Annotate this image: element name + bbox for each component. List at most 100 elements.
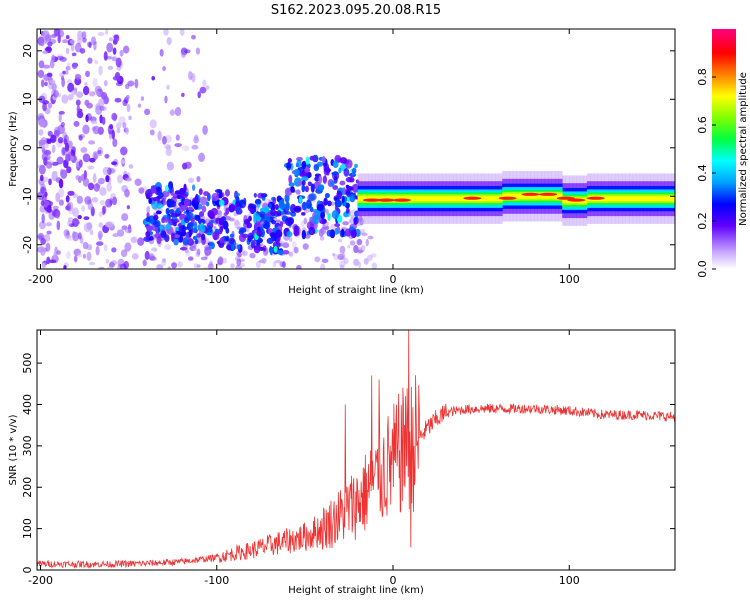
spectrogram-cell: [83, 216, 90, 221]
spectrogram-cell: [611, 196, 616, 202]
spectrogram-cell: [165, 207, 170, 215]
spectrogram-cell: [191, 34, 196, 40]
spectrogram-cell: [269, 246, 273, 256]
spectrogram-cell: [137, 237, 145, 246]
spectrogram-cell: [167, 266, 172, 269]
spectrogram-cell: [274, 259, 281, 264]
spectrogram-cell: [163, 29, 169, 36]
spectrogram-cell: [339, 180, 346, 186]
spectrogram-cell: [130, 236, 138, 244]
spectrogram-cell: [114, 72, 121, 80]
spectrogram-cell: [62, 131, 68, 140]
spectrogram-cell: [331, 209, 339, 220]
spectrogram-cell: [181, 52, 186, 59]
spectrogram-cell: [339, 256, 343, 260]
spectrogram-cell: [667, 196, 672, 202]
spectrogram-cell: [123, 260, 130, 269]
spectrogram-cell: [81, 205, 85, 212]
spectrogram-cell: [367, 235, 374, 240]
spectrogram-cell: [184, 249, 190, 254]
spectrogram-cell: [199, 196, 208, 206]
spectrogram-cell: [625, 196, 630, 202]
spectrogram-cell: [239, 227, 247, 233]
spectrogram-cell: [166, 223, 171, 230]
spectrogram-cell: [288, 174, 293, 184]
spectrogram-cell: [121, 184, 128, 193]
spectrogram-cell: [586, 196, 605, 200]
spectrogram-cell: [149, 119, 157, 129]
colorbar-tick-label: 0.8: [696, 68, 709, 86]
spectrogram-cell: [40, 41, 45, 47]
spectrogram-cell: [350, 229, 357, 239]
x-tick-label: 0: [390, 273, 397, 286]
spectrogram-cell: [116, 127, 121, 134]
spectrogram-cell: [37, 69, 45, 78]
spectrogram-cell: [296, 159, 302, 168]
spectrogram-cell: [207, 262, 214, 269]
spectrogram-cell: [314, 256, 321, 263]
spectrogram-cell: [222, 220, 229, 230]
spectrogram-cell: [203, 191, 210, 197]
spectrogram-cell: [56, 55, 64, 61]
spectrogram-cell: [77, 252, 83, 258]
spectrogram-cell: [209, 219, 215, 224]
spectrogram-cell: [107, 65, 114, 70]
spectrogram-cell: [341, 228, 345, 237]
spectrogram-cell: [343, 168, 350, 177]
spectrogram-cell: [301, 180, 306, 186]
spectrogram-cell: [58, 178, 64, 189]
spectrogram-cell: [112, 138, 118, 148]
y-tick-label: 500: [21, 353, 34, 374]
colorbar-gradient: [712, 29, 736, 269]
spectrogram-cell: [159, 48, 164, 57]
spectrogram-cell: [77, 36, 82, 45]
spectrogram-cell: [62, 39, 68, 44]
spectrogram-cell: [125, 95, 130, 100]
spectrogram-cell: [171, 232, 175, 242]
spectrogram-cell: [100, 92, 108, 100]
spectrogram-cell: [235, 256, 239, 261]
spectrogram-cell: [345, 184, 350, 189]
spectrogram-cell: [463, 196, 482, 200]
spectrogram-cell: [194, 134, 199, 141]
spectrogram-cell: [331, 171, 339, 176]
spectrogram-cell: [113, 34, 120, 39]
spectrogram-cell: [218, 217, 224, 226]
spectrogram-cell: [428, 196, 433, 202]
spectrogram-cell: [247, 232, 254, 242]
spectrogram-cell: [158, 192, 164, 198]
spectrogram-cell: [567, 198, 586, 202]
spectrogram-cell: [270, 207, 276, 217]
spectrogram-cell: [197, 91, 201, 99]
spectrogram-cell: [208, 241, 215, 250]
spectrogram-cell: [43, 176, 49, 182]
spectrogram-cell: [87, 165, 95, 170]
spectrogram-cell: [278, 199, 285, 208]
spectrogram-cell: [47, 41, 53, 47]
spectrogram-cell: [103, 51, 108, 61]
spectrogram-cell: [178, 225, 183, 232]
spectrogram-cell: [172, 221, 177, 227]
x-tick-label: -200: [28, 273, 53, 286]
spectrogram-cell: [276, 210, 282, 217]
spectrogram-cell: [643, 196, 648, 202]
spectrogram-cell: [183, 198, 191, 207]
spectrogram-cell: [43, 74, 50, 81]
snr-panel: -200 -100 0 100 0 100 200 300 400 500 Height of …: [8, 329, 676, 596]
spectrogram-cell: [166, 36, 172, 46]
spectrogram-cell: [222, 257, 228, 264]
spectrogram-cell: [122, 122, 127, 129]
spectrogram-cell: [229, 203, 236, 212]
spectrogram-cell: [332, 185, 339, 190]
spectrogram-cell: [78, 135, 83, 141]
spectrogram-cell: [46, 204, 52, 213]
spectrogram-cell: [56, 250, 61, 255]
snr-frame: [36, 329, 676, 571]
spectrogram-cell: [308, 193, 317, 201]
spectrogram-cell: [229, 233, 235, 238]
spectrogram-cell: [53, 29, 60, 37]
spectrogram-cell: [332, 160, 339, 169]
spectrogram-cell: [164, 95, 168, 104]
spectrogram-cell: [92, 151, 99, 160]
spectrogram-cell: [41, 262, 46, 268]
